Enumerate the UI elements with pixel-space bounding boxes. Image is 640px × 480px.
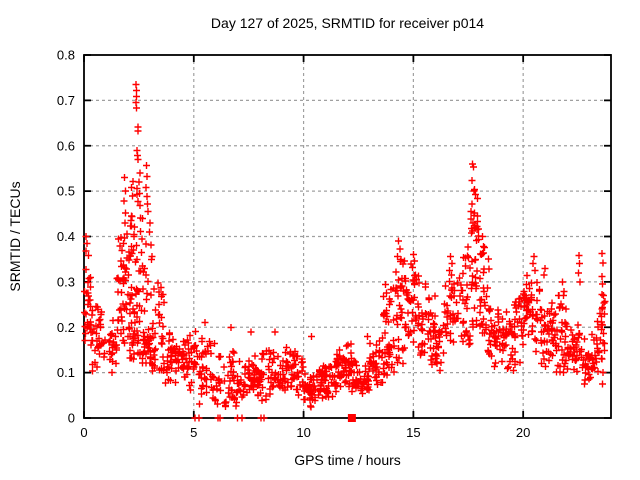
x-tick-label: 20 <box>516 425 530 440</box>
x-axis-label: GPS time / hours <box>294 452 401 468</box>
y-tick-label: 0.6 <box>57 138 75 153</box>
y-tick-label: 0.4 <box>57 229 75 244</box>
axis-tick-labels: 0 5 10 15 20 0 0.1 0.2 0.3 0.4 0.5 0.6 0.7 0.8 <box>57 48 530 441</box>
y-tick-label: 0.8 <box>57 48 75 63</box>
y-tick-label: 0.1 <box>57 365 75 380</box>
y-tick-label: 0 <box>68 411 75 426</box>
x-tick-label: 15 <box>406 425 420 440</box>
x-tick-label: 10 <box>296 425 310 440</box>
y-tick-label: 0.5 <box>57 184 75 199</box>
flag-point-square <box>347 414 356 422</box>
chart-title: Day 127 of 2025, SRMTID for receiver p01… <box>211 15 484 31</box>
y-tick-label: 0.3 <box>57 274 75 289</box>
x-tick-label: 5 <box>190 425 197 440</box>
data-points-srmtid <box>81 81 609 422</box>
y-tick-label: 0.2 <box>57 320 75 335</box>
x-tick-label: 0 <box>80 425 87 440</box>
y-axis-label: SRMTID / TECUs <box>7 181 23 291</box>
y-tick-label: 0.7 <box>57 93 75 108</box>
